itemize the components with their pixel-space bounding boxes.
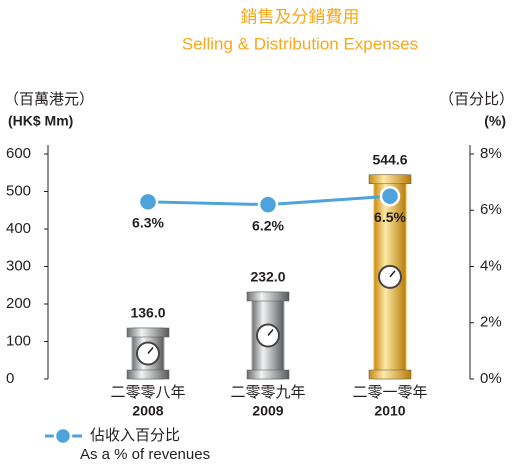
value-label: 6.2% bbox=[252, 217, 284, 233]
chart: 銷售及分銷費用 Selling & Distribution Expenses … bbox=[0, 0, 514, 464]
y-axis-label: （百萬港元） bbox=[4, 91, 94, 108]
x-tick-label: 2008 bbox=[132, 403, 163, 419]
pipe-cap bbox=[247, 370, 289, 379]
pipe-cap bbox=[127, 370, 169, 379]
value-label: 232.0 bbox=[250, 269, 285, 285]
x-tick-label: 2009 bbox=[252, 403, 283, 419]
y-tick-label: 500 bbox=[6, 182, 31, 199]
chart-title: 銷售及分銷費用 bbox=[241, 7, 360, 26]
pipe-cap bbox=[369, 370, 411, 379]
y2-tick-label: 6% bbox=[480, 201, 502, 218]
legend-marker bbox=[55, 428, 71, 444]
y2-axis-label: （百分比） bbox=[439, 91, 514, 108]
x-tick-label: 二零一零年 bbox=[352, 384, 427, 401]
line-marker bbox=[259, 196, 277, 214]
line-marker bbox=[381, 187, 399, 205]
y-tick-label: 100 bbox=[6, 332, 31, 349]
legend-label: As a % of revenues bbox=[80, 446, 210, 463]
legend-label: 佔收入百分比 bbox=[90, 427, 180, 444]
pipe-cap bbox=[369, 175, 411, 184]
y2-tick-label: 4% bbox=[480, 257, 502, 274]
y-tick-label: 600 bbox=[6, 145, 31, 162]
y2-tick-label: 8% bbox=[480, 145, 502, 162]
x-tick-label: 2010 bbox=[374, 403, 405, 419]
chart-subtitle: Selling & Distribution Expenses bbox=[182, 34, 418, 53]
y-tick-label: 200 bbox=[6, 295, 31, 312]
y-tick-label: 300 bbox=[6, 257, 31, 274]
y-axis-label: (HK$ Mm) bbox=[8, 113, 73, 129]
x-tick-label: 二零零八年 bbox=[110, 384, 185, 401]
value-label: 6.3% bbox=[132, 215, 164, 231]
x-tick-label: 二零零九年 bbox=[230, 384, 305, 401]
pipe-cap bbox=[127, 328, 169, 337]
value-label: 6.5% bbox=[374, 209, 406, 225]
y2-tick-label: 0% bbox=[480, 370, 502, 387]
y-tick-label: 0 bbox=[6, 370, 14, 387]
pipe-cap bbox=[247, 292, 289, 301]
value-label: 136.0 bbox=[130, 305, 165, 321]
y2-tick-label: 2% bbox=[480, 314, 502, 331]
value-label: 544.6 bbox=[372, 151, 407, 167]
line-marker bbox=[139, 193, 157, 211]
y-tick-label: 400 bbox=[6, 220, 31, 237]
y2-axis-label: (%) bbox=[484, 113, 506, 129]
